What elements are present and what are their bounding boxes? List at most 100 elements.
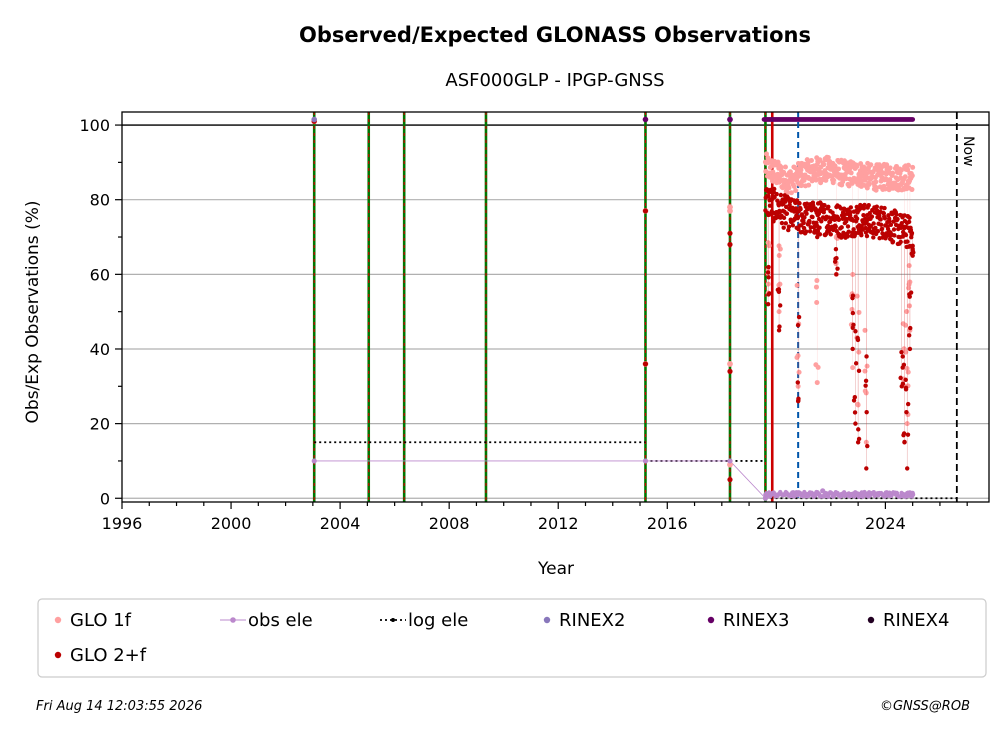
data-point-glo2f bbox=[851, 398, 857, 403]
data-point-glo1f bbox=[781, 169, 787, 175]
data-point-glo2f bbox=[811, 203, 816, 208]
data-point-glo2f bbox=[903, 377, 908, 383]
data-point-glo2f bbox=[807, 218, 812, 224]
data-point-glo1f bbox=[887, 165, 893, 171]
legend-label-rinex4: RINEX4 bbox=[883, 610, 949, 631]
data-point-glo2f bbox=[790, 223, 796, 228]
y-tick-label: 80 bbox=[90, 191, 110, 210]
data-point-glo2f bbox=[828, 232, 833, 237]
x-tick-label: 2024 bbox=[865, 514, 906, 533]
data-point-glo2f bbox=[900, 354, 905, 359]
data-point-glo2f bbox=[850, 325, 855, 330]
data-point-glo2f bbox=[766, 275, 771, 280]
data-point-glo1f bbox=[906, 303, 912, 309]
data-point-glo2f bbox=[901, 432, 906, 438]
data-point-glo1f bbox=[909, 187, 915, 193]
data-point-glo2f bbox=[866, 203, 871, 208]
data-point-obs_ele bbox=[642, 458, 649, 464]
data-point-glo2f bbox=[905, 239, 910, 244]
data-point-glo1f bbox=[798, 167, 804, 173]
data-point-glo2f bbox=[894, 212, 899, 217]
data-point-glo1f bbox=[873, 179, 879, 185]
data-point-glo1f bbox=[776, 253, 782, 259]
data-point-glo1f bbox=[868, 162, 874, 168]
data-point-glo2f bbox=[796, 226, 801, 232]
data-point-glo2f bbox=[856, 436, 862, 442]
x-tick-label: 1996 bbox=[102, 514, 143, 533]
grid-lines bbox=[122, 124, 989, 499]
data-point-glo2f bbox=[873, 225, 878, 231]
data-point-glo2f bbox=[874, 204, 880, 209]
data-point-glo2f bbox=[642, 208, 649, 214]
data-point-glo1f bbox=[776, 282, 782, 288]
data-point-glo2f bbox=[859, 233, 864, 238]
data-point-glo1f bbox=[825, 154, 831, 160]
data-point-glo2f bbox=[861, 212, 866, 218]
data-point-glo1f bbox=[849, 306, 855, 312]
data-point-glo1f bbox=[821, 162, 827, 168]
data-point-glo2f bbox=[838, 206, 844, 211]
data-point-glo1f bbox=[904, 366, 910, 372]
data-point-glo1f bbox=[814, 278, 820, 284]
data-point-glo2f bbox=[795, 323, 801, 328]
data-point-glo2f bbox=[804, 211, 809, 216]
data-point-glo1f bbox=[808, 158, 814, 164]
x-tick-label: 2020 bbox=[756, 514, 797, 533]
data-point-glo2f bbox=[826, 204, 831, 209]
data-point-glo1f bbox=[794, 354, 800, 360]
chart-title: Observed/Expected GLONASS Observations bbox=[299, 23, 811, 47]
chart-subtitle: ASF000GLP - IPGP-GNSS bbox=[445, 70, 664, 91]
data-point-glo2f bbox=[865, 443, 870, 449]
data-point-glo1f bbox=[906, 263, 912, 269]
data-point-glo1f bbox=[778, 164, 784, 170]
data-point-glo2f bbox=[898, 375, 903, 381]
data-point-glo1f bbox=[794, 282, 800, 288]
data-point-rinex2 bbox=[311, 116, 318, 123]
data-point-glo2f bbox=[906, 333, 912, 338]
footer-credit: ©GNSS@ROB bbox=[880, 699, 970, 714]
data-point-glo1f bbox=[890, 170, 896, 176]
x-tick-label: 2012 bbox=[538, 514, 579, 533]
data-point-glo2f bbox=[786, 224, 792, 229]
data-point-obs_ele bbox=[909, 494, 914, 499]
data-point-glo1f bbox=[862, 368, 868, 374]
legend-label-glo2f: GLO 2+f bbox=[70, 645, 147, 666]
data-point-glo2f bbox=[890, 239, 896, 244]
data-point-glo1f bbox=[904, 309, 910, 315]
data-point-glo2f bbox=[815, 228, 821, 234]
data-point-glo2f bbox=[776, 328, 782, 333]
data-point-glo1f bbox=[855, 401, 861, 407]
data-point-glo2f bbox=[835, 266, 840, 271]
data-point-glo1f bbox=[909, 173, 915, 179]
data-point-glo2f bbox=[892, 233, 897, 238]
data-point-glo2f bbox=[900, 381, 906, 386]
data-point-glo1f bbox=[863, 439, 869, 445]
data-point-glo1f bbox=[727, 207, 733, 214]
data-point-glo2f bbox=[864, 354, 869, 359]
data-point-glo2f bbox=[907, 294, 912, 299]
data-point-glo2f bbox=[839, 225, 844, 230]
data-point-glo2f bbox=[878, 217, 883, 222]
data-point-glo2f bbox=[855, 440, 861, 445]
data-point-glo2f bbox=[846, 229, 851, 234]
data-point-glo2f bbox=[903, 232, 909, 238]
data-point-obs_ele bbox=[882, 494, 888, 499]
data-point-glo2f bbox=[796, 314, 802, 320]
data-point-glo1f bbox=[887, 177, 893, 183]
data-point-glo2f bbox=[850, 310, 856, 316]
data-point-glo1f bbox=[850, 272, 856, 278]
x-tick-label: 2016 bbox=[647, 514, 688, 533]
data-point-glo2f bbox=[727, 230, 733, 236]
data-point-glo2f bbox=[904, 409, 909, 415]
data-point-glo2f bbox=[802, 215, 807, 220]
data-point-glo2f bbox=[899, 221, 904, 226]
legend-marker-obs-ele bbox=[230, 617, 236, 623]
legend-marker-rinex2 bbox=[543, 616, 551, 624]
y-axis-label: Obs/Exp Observations (%) bbox=[23, 201, 43, 424]
series-rinex2 bbox=[311, 116, 733, 123]
data-point-glo1f bbox=[850, 365, 856, 371]
data-points bbox=[311, 116, 957, 501]
legend-label-obs_ele: obs ele bbox=[248, 610, 313, 631]
event-lines: Now bbox=[312, 112, 976, 502]
legend-label-rinex2: RINEX2 bbox=[559, 610, 625, 631]
